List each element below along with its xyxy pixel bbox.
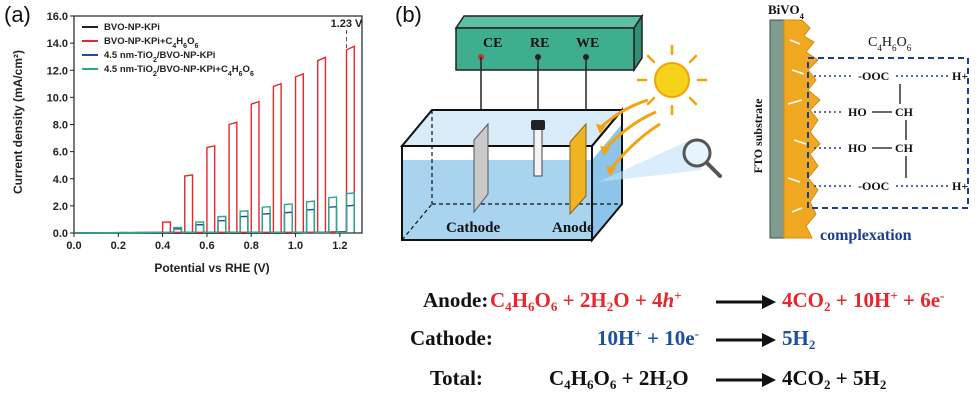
legend-entry: 4.5 nm-TiO2/BVO-NP-KPi	[104, 50, 215, 64]
x-axis-label: Potential vs RHE (V)	[154, 261, 269, 275]
total-eq-label: Total:	[430, 366, 483, 390]
x-tick-label: 0.8	[244, 240, 259, 252]
cathode-label: Cathode	[446, 220, 501, 236]
y-tick-label: 4.0	[53, 174, 68, 186]
group-ooc-bottom: -OOC	[858, 179, 889, 193]
x-tick-label: 0.4	[155, 240, 171, 252]
y-tick-label: 10.0	[47, 92, 68, 104]
series-line-1	[73, 45, 355, 234]
panel-a-label: (a)	[4, 2, 31, 27]
electrode-label-re: RE	[530, 36, 549, 51]
x-tick-label: 0.0	[66, 240, 81, 252]
x-tick-label: 1.2	[332, 240, 347, 252]
x-tick-label: 0.2	[111, 240, 126, 252]
molecule-label: C4H6O6	[868, 35, 912, 53]
reference-electrode	[533, 127, 543, 177]
cathode-equation: Cathode:	[410, 326, 493, 351]
electrode-label-we: WE	[576, 36, 599, 51]
group-ho-2: HO	[848, 141, 867, 155]
fto-substrate	[769, 19, 785, 239]
electrochemical-cell-diagram: CE RE WE Cathode Anode	[399, 2, 969, 244]
fto-label: FTO substrate	[751, 98, 765, 173]
cathode-arrow-icon	[716, 333, 776, 347]
anode-eq-lhs: C4H6O6 + 2H2O + 4h+	[490, 288, 682, 315]
total-arrow-icon	[716, 373, 776, 387]
anode-plate	[569, 122, 587, 216]
anode-arrow-icon	[716, 295, 776, 309]
y-tick-label: 14.0	[47, 38, 68, 50]
total-eq-rhs: 4CO2 + 5H2	[782, 366, 887, 392]
electrolyte-tank	[399, 107, 625, 243]
complexation-label: complexation	[820, 227, 912, 244]
x-tick-label: 0.6	[199, 240, 214, 252]
magnifier-icon	[682, 138, 722, 178]
group-ooc-top: -OOC	[858, 69, 889, 83]
total-equation: Total:	[430, 366, 483, 391]
y-tick-label: 2.0	[53, 201, 68, 213]
group-ch-2: CH	[895, 141, 914, 155]
group-ch-1: CH	[895, 105, 914, 119]
anode-label: Anode	[552, 220, 594, 236]
group-h-top: H+	[952, 69, 968, 83]
plot-frame	[73, 15, 363, 234]
legend-entry: BVO-NP-KPi	[104, 22, 160, 33]
potentiostat-box	[454, 13, 644, 73]
group-h-bottom: H+	[952, 179, 968, 193]
series-line-3	[73, 192, 355, 234]
bivo4-text: BiVO4	[768, 2, 805, 21]
bivo4-label: BiVO4	[768, 2, 805, 21]
cathode-eq-label: Cathode:	[410, 326, 493, 350]
sun-icon	[636, 44, 708, 116]
y-axis-label: Current density (mA/cm²)	[11, 50, 25, 194]
electrode-label-ce: CE	[483, 36, 502, 51]
cathode-eq-lhs: 10H+ + 10e-	[597, 326, 699, 351]
bivo4-layer	[783, 19, 821, 239]
x-tick-label: 1.0	[288, 240, 303, 252]
y-tick-label: 0.0	[53, 228, 68, 240]
legend-entry: BVO-NP-KPi+C4H6O6	[104, 36, 198, 50]
anode-eq-label: Anode:	[423, 288, 489, 312]
annotation-1-23v: 1.23 V	[331, 18, 363, 30]
y-tick-label: 12.0	[47, 65, 68, 77]
cathode-plate	[473, 122, 489, 214]
y-tick-label: 6.0	[53, 147, 68, 159]
panel-b-label: (b)	[395, 2, 422, 27]
legend-entry: 4.5 nm-TiO2/BVO-NP-KPi+C4H6O6	[104, 64, 254, 78]
light-arrows	[598, 98, 661, 171]
y-tick-label: 16.0	[47, 11, 68, 23]
y-tick-label: 8.0	[53, 120, 68, 132]
group-ho-1: HO	[848, 105, 867, 119]
cathode-eq-rhs: 5H2	[782, 326, 816, 352]
total-eq-lhs: C4H6O6 + 2H2O	[549, 366, 689, 392]
anode-eq-rhs: 4CO2 + 10H+ + 6e-	[782, 288, 945, 315]
complexation-box	[807, 57, 969, 209]
anode-equation: Anode:	[423, 288, 488, 313]
